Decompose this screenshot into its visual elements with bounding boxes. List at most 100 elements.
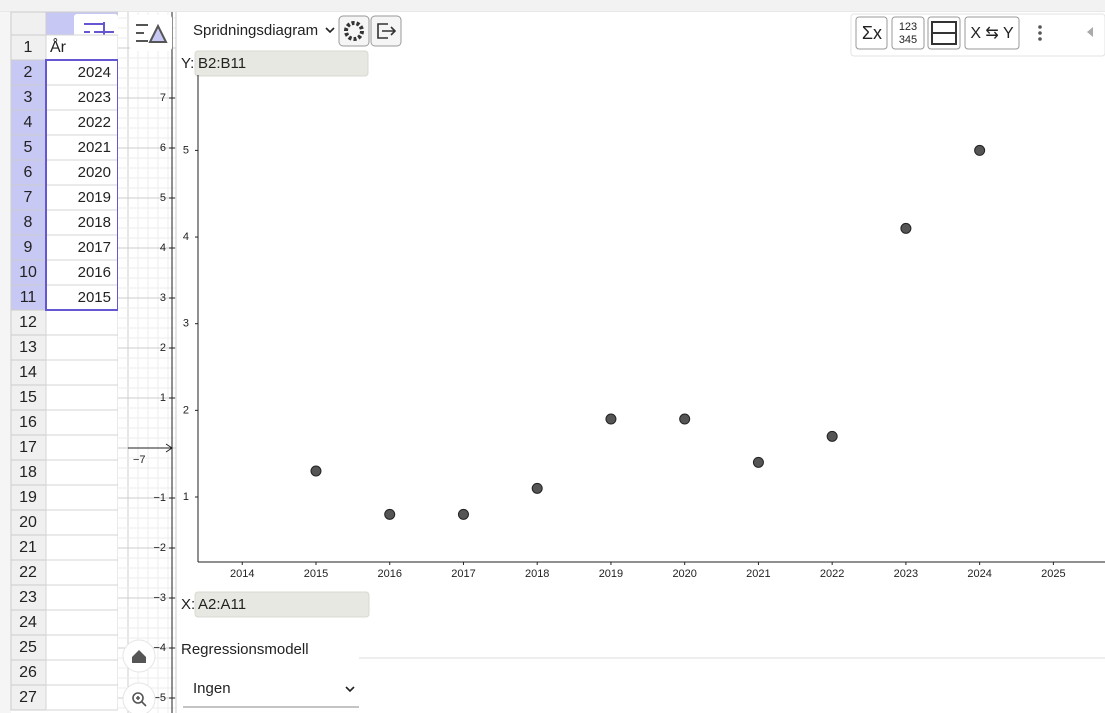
settings-icon (344, 21, 364, 41)
more-menu-dot[interactable] (1038, 25, 1042, 29)
cell[interactable] (45, 359, 119, 386)
row-header[interactable] (10, 584, 47, 611)
cell-value: 2017 (78, 239, 111, 256)
cell[interactable] (45, 584, 119, 611)
collapse-arrow[interactable] (1087, 27, 1093, 37)
cell[interactable] (45, 34, 119, 61)
row-header[interactable] (10, 559, 47, 586)
row-number: 16 (19, 414, 37, 431)
plot-type-select[interactable]: Spridningsdiagram (193, 22, 318, 39)
graphics-tick-label: −5 (153, 692, 166, 704)
x-source-input[interactable] (194, 591, 370, 618)
data-point (531, 482, 543, 494)
cell-value: 2015 (78, 289, 111, 306)
row-header[interactable] (10, 409, 47, 436)
row-number: 9 (24, 239, 33, 256)
cell[interactable] (45, 409, 119, 436)
toolbar-button[interactable] (891, 16, 925, 50)
row-header[interactable] (10, 684, 47, 711)
cell[interactable] (45, 659, 119, 686)
cell[interactable] (45, 684, 119, 711)
row-number: 26 (19, 664, 37, 681)
graphics-tick-label: 4 (160, 242, 166, 254)
layout-icon (931, 21, 957, 45)
row-number: 18 (19, 464, 37, 481)
data-point (605, 413, 617, 425)
row-number: 1 (24, 39, 33, 56)
graphics-x-label: −7 (133, 454, 146, 466)
cell-value: 2024 (78, 64, 111, 81)
cell[interactable] (45, 484, 119, 511)
more-menu-dot[interactable] (1038, 37, 1042, 41)
cell[interactable] (45, 559, 119, 586)
graphics-x-arrow (165, 443, 173, 453)
style-bar-icon[interactable] (136, 23, 168, 43)
row-number: 8 (24, 214, 33, 231)
row-header[interactable] (10, 284, 47, 311)
row-number: 6 (24, 164, 33, 181)
x-tick-label: 2019 (599, 568, 623, 580)
graphics-tick-label: 7 (160, 92, 166, 104)
swap-button-text: X ⇆ Y (970, 25, 1014, 42)
cell[interactable] (45, 434, 119, 461)
row-header[interactable] (10, 84, 47, 111)
data-point (457, 508, 469, 520)
row-number: 4 (24, 114, 33, 131)
y-source-label: Y: (181, 55, 194, 72)
row-number: 25 (19, 639, 37, 656)
select-chevron (325, 27, 335, 34)
regression-label: Regressionsmodell (181, 641, 309, 658)
graphics-tick-label: 3 (160, 292, 166, 304)
home-icon (132, 650, 146, 663)
cell[interactable] (45, 634, 119, 661)
regression-select[interactable]: Ingen (193, 680, 231, 697)
toolbar-button[interactable] (855, 16, 888, 50)
export-icon (377, 23, 397, 39)
row-header[interactable] (10, 234, 47, 261)
y-tick-label: 5 (183, 144, 189, 156)
row-number: 15 (19, 389, 37, 406)
row-header[interactable] (10, 59, 47, 86)
cell[interactable] (45, 459, 119, 486)
y-tick-label: 1 (183, 491, 189, 503)
cell[interactable] (45, 609, 119, 636)
row-number: 10 (19, 264, 37, 281)
cell[interactable] (45, 234, 119, 261)
cell-value: 2018 (78, 214, 111, 231)
count-button-bottom: 345 (899, 34, 917, 46)
row-header[interactable] (10, 159, 47, 186)
cell-value: 2022 (78, 114, 111, 131)
data-point (974, 144, 986, 156)
row-number: 13 (19, 339, 37, 356)
row-number: 17 (19, 439, 37, 456)
cell[interactable] (45, 334, 119, 361)
row-number: 3 (24, 89, 33, 106)
x-tick-label: 2023 (894, 568, 918, 580)
cell[interactable] (45, 309, 119, 336)
data-point (826, 430, 838, 442)
row-number: 11 (20, 289, 37, 306)
data-point (900, 222, 912, 234)
graphics-tick-label: −3 (153, 592, 166, 604)
row-number: 20 (19, 514, 37, 531)
graphics-tick-label: 6 (160, 142, 166, 154)
cell[interactable] (45, 509, 119, 536)
regression-chevron (345, 686, 355, 693)
row-number: 14 (19, 364, 37, 381)
cell[interactable] (45, 534, 119, 561)
x-tick-label: 2021 (746, 568, 770, 580)
x-tick-label: 2024 (967, 568, 991, 580)
cell[interactable] (45, 134, 119, 161)
row-header[interactable] (10, 434, 47, 461)
x-tick-label: 2017 (451, 568, 475, 580)
settings-button[interactable] (338, 15, 370, 47)
more-menu-dot[interactable] (1038, 31, 1042, 35)
data-point (679, 413, 691, 425)
y-source-input[interactable] (194, 50, 369, 77)
toolbar-button[interactable] (964, 16, 1020, 50)
x-tick-label: 2015 (304, 568, 328, 580)
row-number: 19 (19, 489, 37, 506)
row-header[interactable] (10, 634, 47, 661)
cell[interactable] (45, 384, 119, 411)
